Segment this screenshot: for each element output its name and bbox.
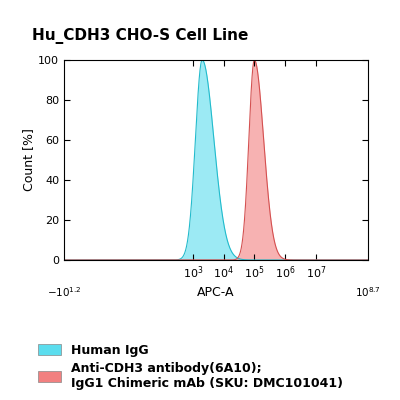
Y-axis label: Count [%]: Count [%] bbox=[22, 128, 35, 192]
X-axis label: APC-A: APC-A bbox=[197, 286, 235, 299]
Text: Hu_CDH3 CHO-S Cell Line: Hu_CDH3 CHO-S Cell Line bbox=[32, 28, 248, 44]
Text: $-10^{1.2}$: $-10^{1.2}$ bbox=[47, 285, 81, 299]
Legend: Human IgG, Anti-CDH3 antibody(6A10);
IgG1 Chimeric mAb (SKU: DMC101041): Human IgG, Anti-CDH3 antibody(6A10); IgG… bbox=[38, 344, 343, 390]
Text: $10^{8.7}$: $10^{8.7}$ bbox=[355, 285, 381, 299]
